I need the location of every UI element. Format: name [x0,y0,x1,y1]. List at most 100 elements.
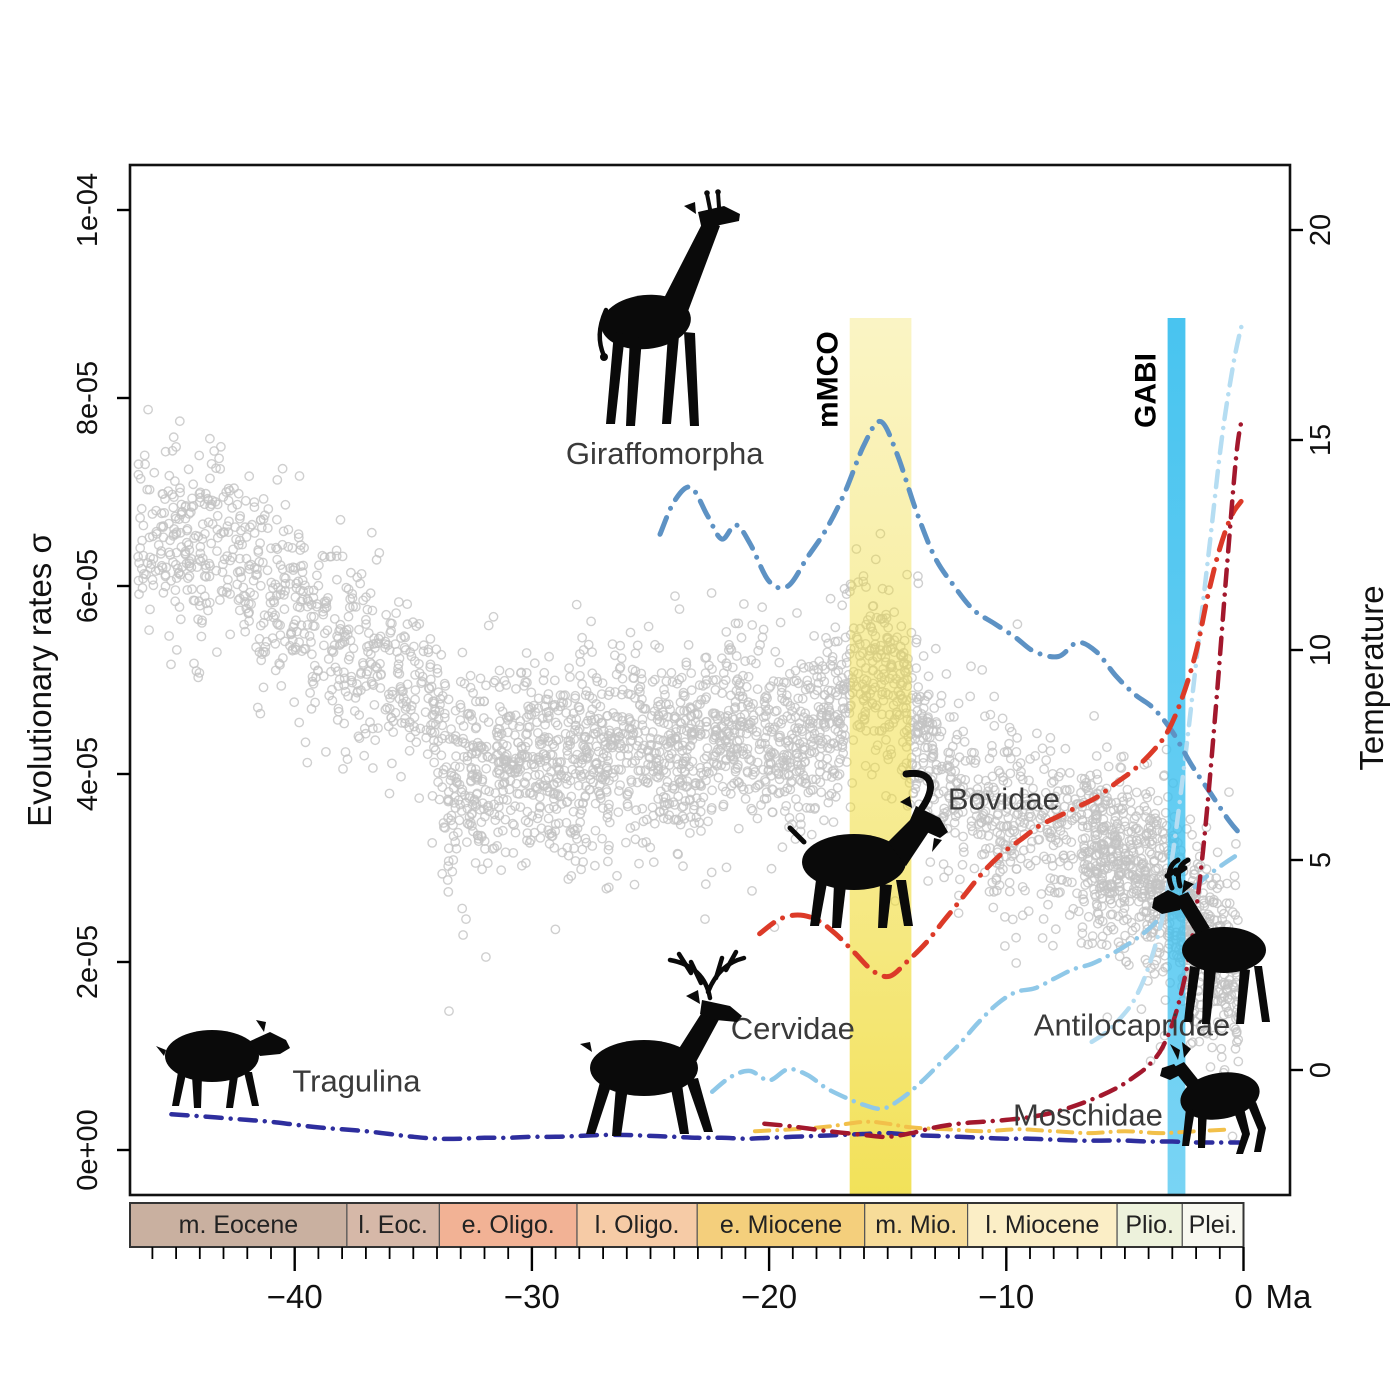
scatter-point [718,679,729,690]
scatter-point [733,823,744,834]
scatter-point [549,843,560,853]
scatter-point [808,785,818,795]
scatter-point [928,726,939,737]
scatter-point [262,523,273,534]
scatter-point [436,649,447,660]
scatter-point [1122,792,1133,802]
scatter-point [977,665,988,675]
scatter-point [404,722,415,733]
epoch-label: l. Oligo. [595,1211,680,1239]
scatter-point [694,680,705,690]
scatter-point [290,563,301,573]
scatter-point [732,736,743,747]
scatter-point [449,771,459,782]
scatter-point [913,578,924,589]
scatter-point [1140,812,1151,822]
scatter-point [696,826,706,836]
scatter-point [538,675,549,686]
scatter-point [367,605,378,616]
scatter-point [676,724,687,735]
scatter-point [1067,877,1077,888]
scatter-point [255,620,266,631]
scatter-point [410,694,420,705]
scatter-point [522,771,532,782]
scatter-point [487,753,498,764]
scatter-point [1047,860,1058,871]
scatter-point [420,707,431,718]
scatter-point [416,678,427,689]
scatter-point [169,524,180,534]
scatter-point [1216,1043,1227,1054]
scatter-point [924,717,935,728]
scatter-point [450,705,461,716]
scatter-point [335,619,346,630]
scatter-point [603,844,614,855]
y-left-tick-label: 0e+00 [72,1109,104,1190]
epoch-segment [864,1202,969,1248]
scatter-point [802,680,813,690]
scatter-point [1102,863,1113,874]
scatter-point [559,765,570,776]
scatter-point [234,535,245,546]
scatter-point [1222,980,1233,990]
scatter-point [950,811,961,822]
scatter-point [1129,814,1140,824]
scatter-point [187,584,197,595]
silhouette-part [704,190,710,196]
scatter-point [549,793,559,804]
scatter-point [519,777,530,788]
scatter-point [1230,880,1241,891]
scatter-point [1048,940,1058,951]
scatter-point [747,805,758,816]
scatter-point [954,752,965,763]
scatter-point [1130,873,1141,884]
scatter-point [200,488,211,499]
scatter-point [603,756,613,766]
muskdeer-silhouette [1160,1042,1266,1154]
scatter-point [1099,821,1109,832]
scatter-point [570,856,581,866]
scatter-point [1227,907,1238,917]
silhouette-part [688,959,704,986]
silhouette-part [878,884,892,928]
scatter-point [587,704,598,715]
scatter-point [995,866,1005,877]
scatter-point [707,785,717,796]
scatter-point [1144,846,1155,857]
scatter-point [233,488,244,499]
scatter-point [738,749,749,760]
silhouette-part [1180,1072,1260,1120]
scatter-point [133,551,144,562]
scatter-point [164,470,175,481]
scatter-point [956,773,966,784]
scatter-point [553,734,564,745]
scatter-point [361,669,372,679]
scatter-point [1126,826,1137,837]
scatter-point [808,733,819,744]
scatter-point [1019,818,1030,828]
silhouette-part [787,825,807,845]
scatter-point [1025,860,1036,871]
scatter-point [1091,866,1101,877]
scatter-point [174,416,185,427]
scatter-point [244,471,255,482]
scatter-point [1077,815,1088,825]
scatter-point [959,847,969,857]
scatter-point [795,812,806,823]
scatter-point [1027,836,1037,847]
scatter-point [532,813,543,824]
scatter-point [1079,774,1090,784]
scatter-point [1136,1004,1147,1015]
scatter-point [505,805,516,816]
scatter-point [1208,897,1219,908]
scatter-point [1079,896,1090,907]
scatter-point [732,776,743,787]
scatter-point [385,618,396,628]
scatter-point [660,690,670,700]
silhouette-part [1160,1064,1182,1080]
scatter-point [164,547,175,558]
scatter-point [952,729,963,740]
scatter-point [580,792,590,802]
scatter-point [467,808,477,819]
